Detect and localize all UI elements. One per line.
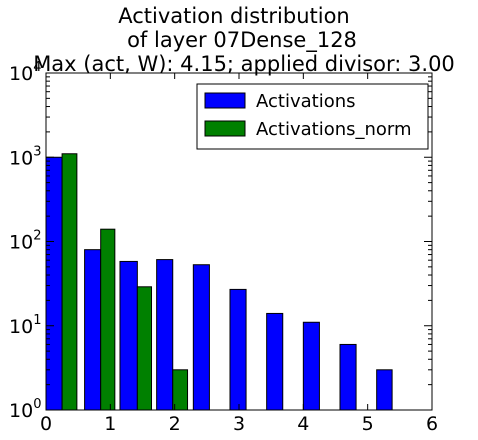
bar-activations-7 <box>302 321 320 411</box>
legend-swatch-0 <box>204 92 246 109</box>
bar-activations-norm-1 <box>100 228 116 411</box>
axes-layer: 0 1 2 3 4 5 6 100 101 102 103 104 <box>9 60 438 435</box>
bar-activations-9 <box>376 369 393 411</box>
y-tick-label-3: 103 <box>9 144 41 169</box>
x-tick-label-0: 0 <box>40 413 52 435</box>
bars-layer <box>45 153 393 411</box>
bar-activations-2 <box>119 260 138 411</box>
legend-label-0: Activations <box>256 91 356 112</box>
x-tick-label-6: 6 <box>426 413 438 435</box>
bar-activations-5 <box>229 288 247 411</box>
y-tick-label-0: 100 <box>9 397 41 422</box>
bar-activations-norm-2 <box>136 286 153 411</box>
y-tick-label-1: 101 <box>9 313 41 338</box>
chart-title: Activation distribution of layer 07Dense… <box>33 4 455 76</box>
y-tick-label-2: 102 <box>9 229 41 254</box>
chart-title-line-1: Activation distribution <box>118 4 349 28</box>
bar-activations-4 <box>192 264 210 411</box>
x-tick-label-1: 1 <box>104 413 116 435</box>
legend: Activations Activations_norm <box>196 83 429 150</box>
legend-label-1: Activations_norm <box>256 119 412 140</box>
chart-title-line-3: Max (act, W): 4.15; applied divisor: 3.0… <box>33 52 455 76</box>
bar-activations-norm-0 <box>61 153 78 411</box>
y-tick-label-4: 104 <box>9 60 41 85</box>
chart-title-line-2: of layer 07Dense_128 <box>127 28 357 53</box>
bar-activations-8 <box>339 343 357 411</box>
legend-swatch-1 <box>204 120 246 137</box>
bar-activations-6 <box>266 312 284 411</box>
bar-activations-1 <box>84 249 102 411</box>
x-tick-label-2: 2 <box>169 413 181 435</box>
x-tick-label-3: 3 <box>233 413 245 435</box>
bar-activations-3 <box>156 259 174 411</box>
x-tick-label-4: 4 <box>297 413 309 435</box>
bar-activations-norm-3 <box>172 369 189 411</box>
x-tick-label-5: 5 <box>362 413 374 435</box>
bar-activations-0 <box>45 156 63 411</box>
